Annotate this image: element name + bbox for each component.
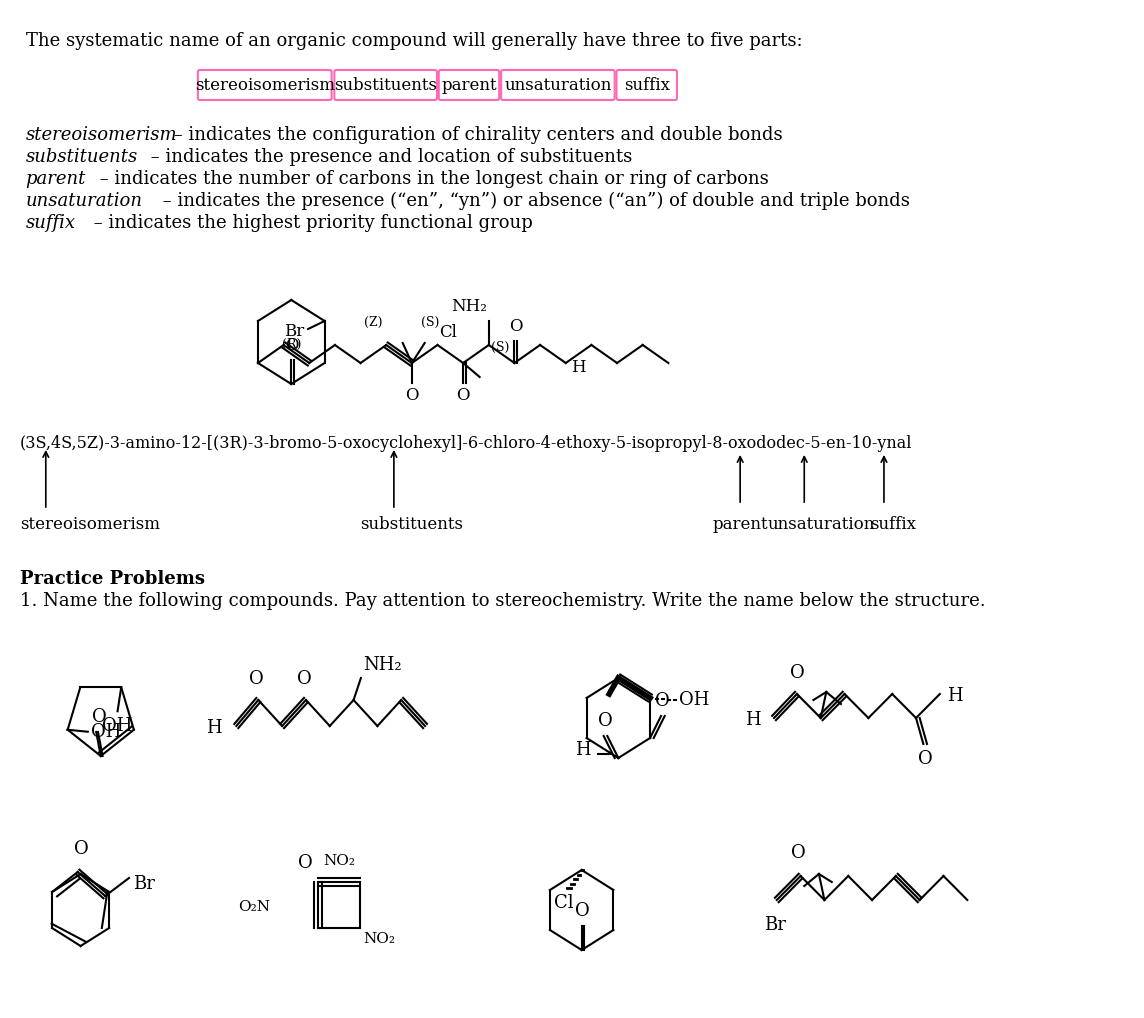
Text: parent: parent: [442, 76, 496, 94]
Text: The systematic name of an organic compound will generally have three to five par: The systematic name of an organic compou…: [25, 32, 802, 50]
Text: (3S,4S,5Z)-3-amino-12-[(3R)-3-bromo-5-oxocyclohexyl]-6-chloro-4-ethoxy-5-isoprop: (3S,4S,5Z)-3-amino-12-[(3R)-3-bromo-5-ox…: [21, 435, 913, 452]
Text: OH: OH: [102, 718, 133, 735]
Text: NO₂: NO₂: [323, 854, 355, 868]
Text: 1. Name the following compounds. Pay attention to stereochemistry. Write the nam: 1. Name the following compounds. Pay att…: [21, 592, 986, 610]
Text: H: H: [947, 687, 963, 705]
Text: suffix: suffix: [871, 516, 916, 533]
Text: (Z): (Z): [364, 316, 382, 329]
Text: (S): (S): [421, 316, 439, 329]
Text: OH: OH: [680, 691, 709, 709]
Text: O: O: [656, 692, 670, 710]
Text: Br: Br: [133, 875, 154, 893]
Text: – indicates the presence and location of substituents: – indicates the presence and location of…: [145, 148, 631, 166]
Text: O: O: [575, 902, 590, 920]
FancyBboxPatch shape: [439, 70, 499, 100]
Text: O: O: [296, 670, 311, 688]
Text: O: O: [917, 750, 932, 768]
Text: parent: parent: [25, 170, 86, 188]
Text: Br: Br: [284, 323, 304, 339]
FancyBboxPatch shape: [617, 70, 677, 100]
FancyBboxPatch shape: [501, 70, 614, 100]
Text: stereoisomerism: stereoisomerism: [21, 516, 160, 533]
Text: O: O: [92, 708, 106, 726]
Text: substituents: substituents: [334, 76, 437, 94]
Text: parent: parent: [713, 516, 769, 533]
Text: – indicates the configuration of chirality centers and double bonds: – indicates the configuration of chirali…: [168, 126, 782, 144]
Text: Practice Problems: Practice Problems: [21, 570, 205, 588]
Text: Cl: Cl: [554, 894, 573, 912]
Text: unsaturation: unsaturation: [768, 516, 875, 533]
Text: O: O: [286, 337, 299, 354]
Text: O: O: [74, 840, 89, 858]
Text: unsaturation: unsaturation: [505, 76, 612, 94]
Text: O: O: [456, 387, 470, 404]
Text: O: O: [598, 712, 613, 730]
Text: (R): (R): [281, 338, 301, 350]
FancyBboxPatch shape: [334, 70, 437, 100]
Text: – indicates the presence (“en”, “yn”) or absence (“an”) of double and triple bon: – indicates the presence (“en”, “yn”) or…: [157, 192, 909, 211]
Text: O: O: [297, 854, 312, 872]
Text: Cl: Cl: [439, 324, 458, 341]
Text: O: O: [405, 387, 419, 404]
Text: O: O: [789, 664, 804, 682]
Text: NH₂: NH₂: [363, 656, 402, 674]
Text: stereoisomerism: stereoisomerism: [194, 76, 335, 94]
Text: – indicates the number of carbons in the longest chain or ring of carbons: – indicates the number of carbons in the…: [94, 170, 769, 188]
Text: H: H: [745, 711, 761, 729]
Text: NH₂: NH₂: [451, 298, 487, 315]
Text: H: H: [571, 358, 586, 376]
Text: substituents: substituents: [25, 148, 138, 166]
Text: (S): (S): [491, 341, 509, 354]
Text: O: O: [249, 670, 264, 688]
Text: Br: Br: [764, 916, 786, 934]
Text: stereoisomerism: stereoisomerism: [25, 126, 177, 144]
Text: suffix: suffix: [623, 76, 669, 94]
Text: OH: OH: [92, 723, 122, 741]
Text: unsaturation: unsaturation: [25, 192, 143, 210]
Text: H: H: [575, 741, 590, 759]
Text: – indicates the highest priority functional group: – indicates the highest priority functio…: [88, 214, 533, 232]
FancyBboxPatch shape: [198, 70, 332, 100]
Text: O: O: [792, 844, 807, 862]
Text: NO₂: NO₂: [364, 932, 396, 946]
Text: substituents: substituents: [360, 516, 463, 533]
Text: suffix: suffix: [25, 214, 76, 232]
Text: O: O: [509, 318, 523, 335]
Text: O₂N: O₂N: [238, 900, 270, 914]
Text: H: H: [206, 719, 222, 737]
